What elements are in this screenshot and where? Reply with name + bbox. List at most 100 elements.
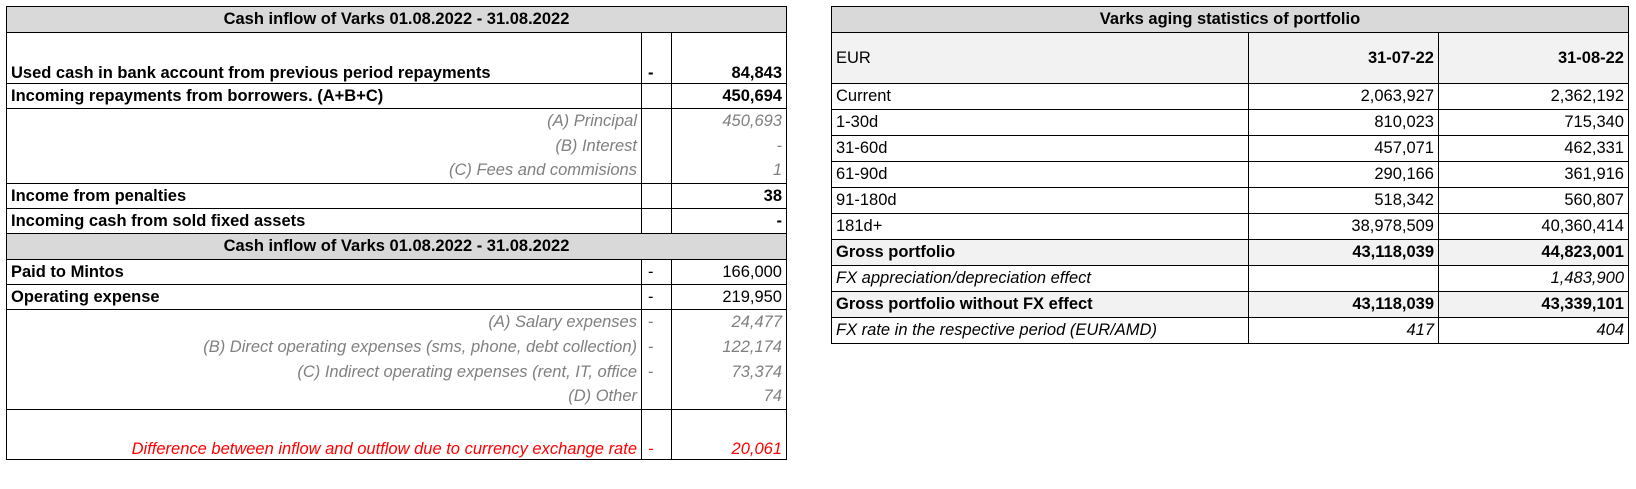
- row-label: (B) Direct operating expenses (sms, phon…: [6, 334, 642, 360]
- row-value-2: 715,340: [1438, 109, 1629, 136]
- row-sign: -: [641, 334, 672, 360]
- table-row: (B) Interest -: [6, 133, 787, 159]
- row-label: 31-60d: [831, 135, 1249, 162]
- row-sign: [641, 158, 672, 184]
- row-value: 122,174: [671, 334, 787, 360]
- row-value-2: 2,362,192: [1438, 83, 1629, 110]
- table-row: (C) Fees and commisions 1: [6, 158, 787, 184]
- row-value-1: 290,166: [1248, 161, 1439, 188]
- table-row: (D) Other 74: [6, 384, 787, 410]
- row-sign: -: [641, 284, 672, 310]
- gross-portfolio-no-fx-row: Gross portfolio without FX effect 43,118…: [831, 291, 1629, 318]
- row-value-1: 43,118,039: [1248, 291, 1439, 318]
- row-label: Gross portfolio without FX effect: [831, 291, 1249, 318]
- row-label: Income from penalties: [6, 183, 642, 209]
- row-sign: [641, 83, 672, 109]
- row-value-2: 560,807: [1438, 187, 1629, 214]
- row-value: 450,694: [671, 83, 787, 109]
- cash-inflow-title: Cash inflow of Varks 01.08.2022 - 31.08.…: [6, 6, 787, 33]
- row-label: Operating expense: [6, 284, 642, 310]
- row-label: (C) Indirect operating expenses (rent, I…: [6, 359, 642, 385]
- table-row: (C) Indirect operating expenses (rent, I…: [6, 359, 787, 385]
- row-sign: -: [641, 409, 672, 460]
- row-value: 450,693: [671, 108, 787, 134]
- row-label: Current: [831, 83, 1249, 110]
- table-row: Incoming cash from sold fixed assets -: [6, 208, 787, 234]
- fx-effect-row: FX appreciation/depreciation effect 1,48…: [831, 265, 1629, 292]
- row-sign: [641, 133, 672, 159]
- row-sign: -: [641, 32, 672, 84]
- row-value: 20,061: [671, 409, 787, 460]
- row-label: Difference between inflow and outflow du…: [6, 409, 642, 460]
- row-sign: [641, 384, 672, 410]
- cash-outflow-header-row: Cash inflow of Varks 01.08.2022 - 31.08.…: [6, 233, 787, 260]
- row-value-1: 518,342: [1248, 187, 1439, 214]
- cash-flow-table: Cash inflow of Varks 01.08.2022 - 31.08.…: [6, 6, 787, 460]
- row-value-1: 417: [1248, 317, 1439, 344]
- row-label: (C) Fees and commisions: [6, 158, 642, 184]
- table-row: Income from penalties 38: [6, 183, 787, 209]
- table-row: 91-180d 518,342 560,807: [831, 187, 1629, 214]
- fx-rate-row: FX rate in the respective period (EUR/AM…: [831, 317, 1629, 344]
- row-sign: -: [641, 359, 672, 385]
- row-sign: [641, 208, 672, 234]
- column-header-date-1: 31-07-22: [1248, 32, 1439, 84]
- row-value-2: 361,916: [1438, 161, 1629, 188]
- cash-outflow-title: Cash inflow of Varks 01.08.2022 - 31.08.…: [6, 233, 787, 260]
- row-value: 38: [671, 183, 787, 209]
- table-row: Difference between inflow and outflow du…: [6, 409, 787, 460]
- row-label: (A) Salary expenses: [6, 309, 642, 335]
- row-value: -: [671, 133, 787, 159]
- row-value-2: 43,339,101: [1438, 291, 1629, 318]
- row-label: FX rate in the respective period (EUR/AM…: [831, 317, 1249, 344]
- row-value-1: 43,118,039: [1248, 239, 1439, 266]
- table-row: 61-90d 290,166 361,916: [831, 161, 1629, 188]
- row-value-2: 1,483,900: [1438, 265, 1629, 292]
- row-sign: -: [641, 259, 672, 285]
- aging-title: Varks aging statistics of portfolio: [831, 6, 1629, 33]
- row-label: Gross portfolio: [831, 239, 1249, 266]
- row-value: 1: [671, 158, 787, 184]
- row-label: 1-30d: [831, 109, 1249, 136]
- aging-header-row: Varks aging statistics of portfolio: [831, 6, 1629, 33]
- table-row: Operating expense - 219,950: [6, 284, 787, 310]
- currency-label: EUR: [831, 32, 1249, 84]
- row-label: (D) Other: [6, 384, 642, 410]
- table-row: Used cash in bank account from previous …: [6, 32, 787, 84]
- row-value: 166,000: [671, 259, 787, 285]
- table-row: 181d+ 38,978,509 40,360,414: [831, 213, 1629, 240]
- row-label: (A) Principal: [6, 108, 642, 134]
- table-row: Paid to Mintos - 166,000: [6, 259, 787, 285]
- row-label: Paid to Mintos: [6, 259, 642, 285]
- row-value: -: [671, 208, 787, 234]
- row-value: 24,477: [671, 309, 787, 335]
- row-label: 181d+: [831, 213, 1249, 240]
- row-value: 74: [671, 384, 787, 410]
- row-sign: -: [641, 309, 672, 335]
- row-value: 73,374: [671, 359, 787, 385]
- row-value-1: 810,023: [1248, 109, 1439, 136]
- row-value-2: 462,331: [1438, 135, 1629, 162]
- table-row: (A) Salary expenses - 24,477: [6, 309, 787, 335]
- row-value: 84,843: [671, 32, 787, 84]
- row-sign: [641, 108, 672, 134]
- aging-column-header-row: EUR 31-07-22 31-08-22: [831, 32, 1629, 84]
- column-header-date-2: 31-08-22: [1438, 32, 1629, 84]
- row-label: Incoming repayments from borrowers. (A+B…: [6, 83, 642, 109]
- table-row: 31-60d 457,071 462,331: [831, 135, 1629, 162]
- row-label: Used cash in bank account from previous …: [6, 32, 642, 84]
- row-label: (B) Interest: [6, 133, 642, 159]
- row-sign: [641, 183, 672, 209]
- table-row: Incoming repayments from borrowers. (A+B…: [6, 83, 787, 109]
- row-value-1: 2,063,927: [1248, 83, 1439, 110]
- row-value-1: 38,978,509: [1248, 213, 1439, 240]
- row-value-2: 44,823,001: [1438, 239, 1629, 266]
- table-row: Current 2,063,927 2,362,192: [831, 83, 1629, 110]
- gross-portfolio-row: Gross portfolio 43,118,039 44,823,001: [831, 239, 1629, 266]
- table-row: (B) Direct operating expenses (sms, phon…: [6, 334, 787, 360]
- row-value-2: 40,360,414: [1438, 213, 1629, 240]
- row-label: FX appreciation/depreciation effect: [831, 265, 1249, 292]
- aging-statistics-table: Varks aging statistics of portfolio EUR …: [831, 6, 1629, 344]
- row-label: 61-90d: [831, 161, 1249, 188]
- row-value-1: 457,071: [1248, 135, 1439, 162]
